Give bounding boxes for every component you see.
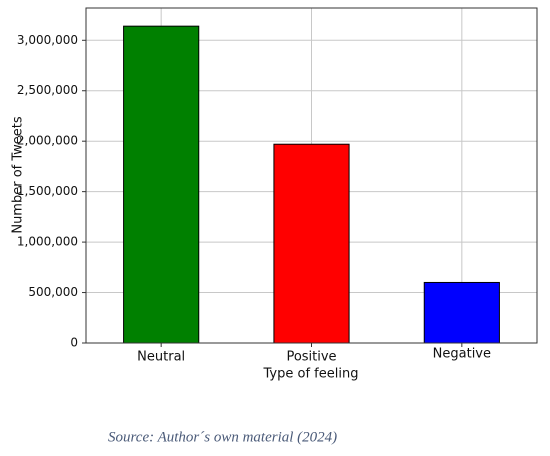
x-tick-label: Positive [286, 350, 336, 365]
y-axis-label: Number of Tweets [11, 116, 26, 234]
bar [423, 281, 500, 344]
bar [123, 25, 200, 344]
x-tick-label: Negative [433, 347, 491, 362]
y-tick-label: 1,500,000 [17, 184, 78, 198]
plot-frame [85, 7, 538, 344]
y-tick-label: 1,000,000 [17, 235, 78, 249]
y-tick-label: 0 [70, 336, 78, 350]
y-tick-label: 2,500,000 [17, 83, 78, 97]
x-tick-label: Neutral [137, 350, 185, 365]
y-tick-label: 500,000 [28, 285, 78, 299]
source-note: Source: Author´s own material (2024) [108, 429, 337, 445]
y-tick-label: 2,000,000 [17, 134, 78, 148]
x-axis-label: Type of feeling [263, 367, 359, 382]
y-tick-label: 3,000,000 [17, 33, 78, 47]
bar [273, 143, 350, 344]
